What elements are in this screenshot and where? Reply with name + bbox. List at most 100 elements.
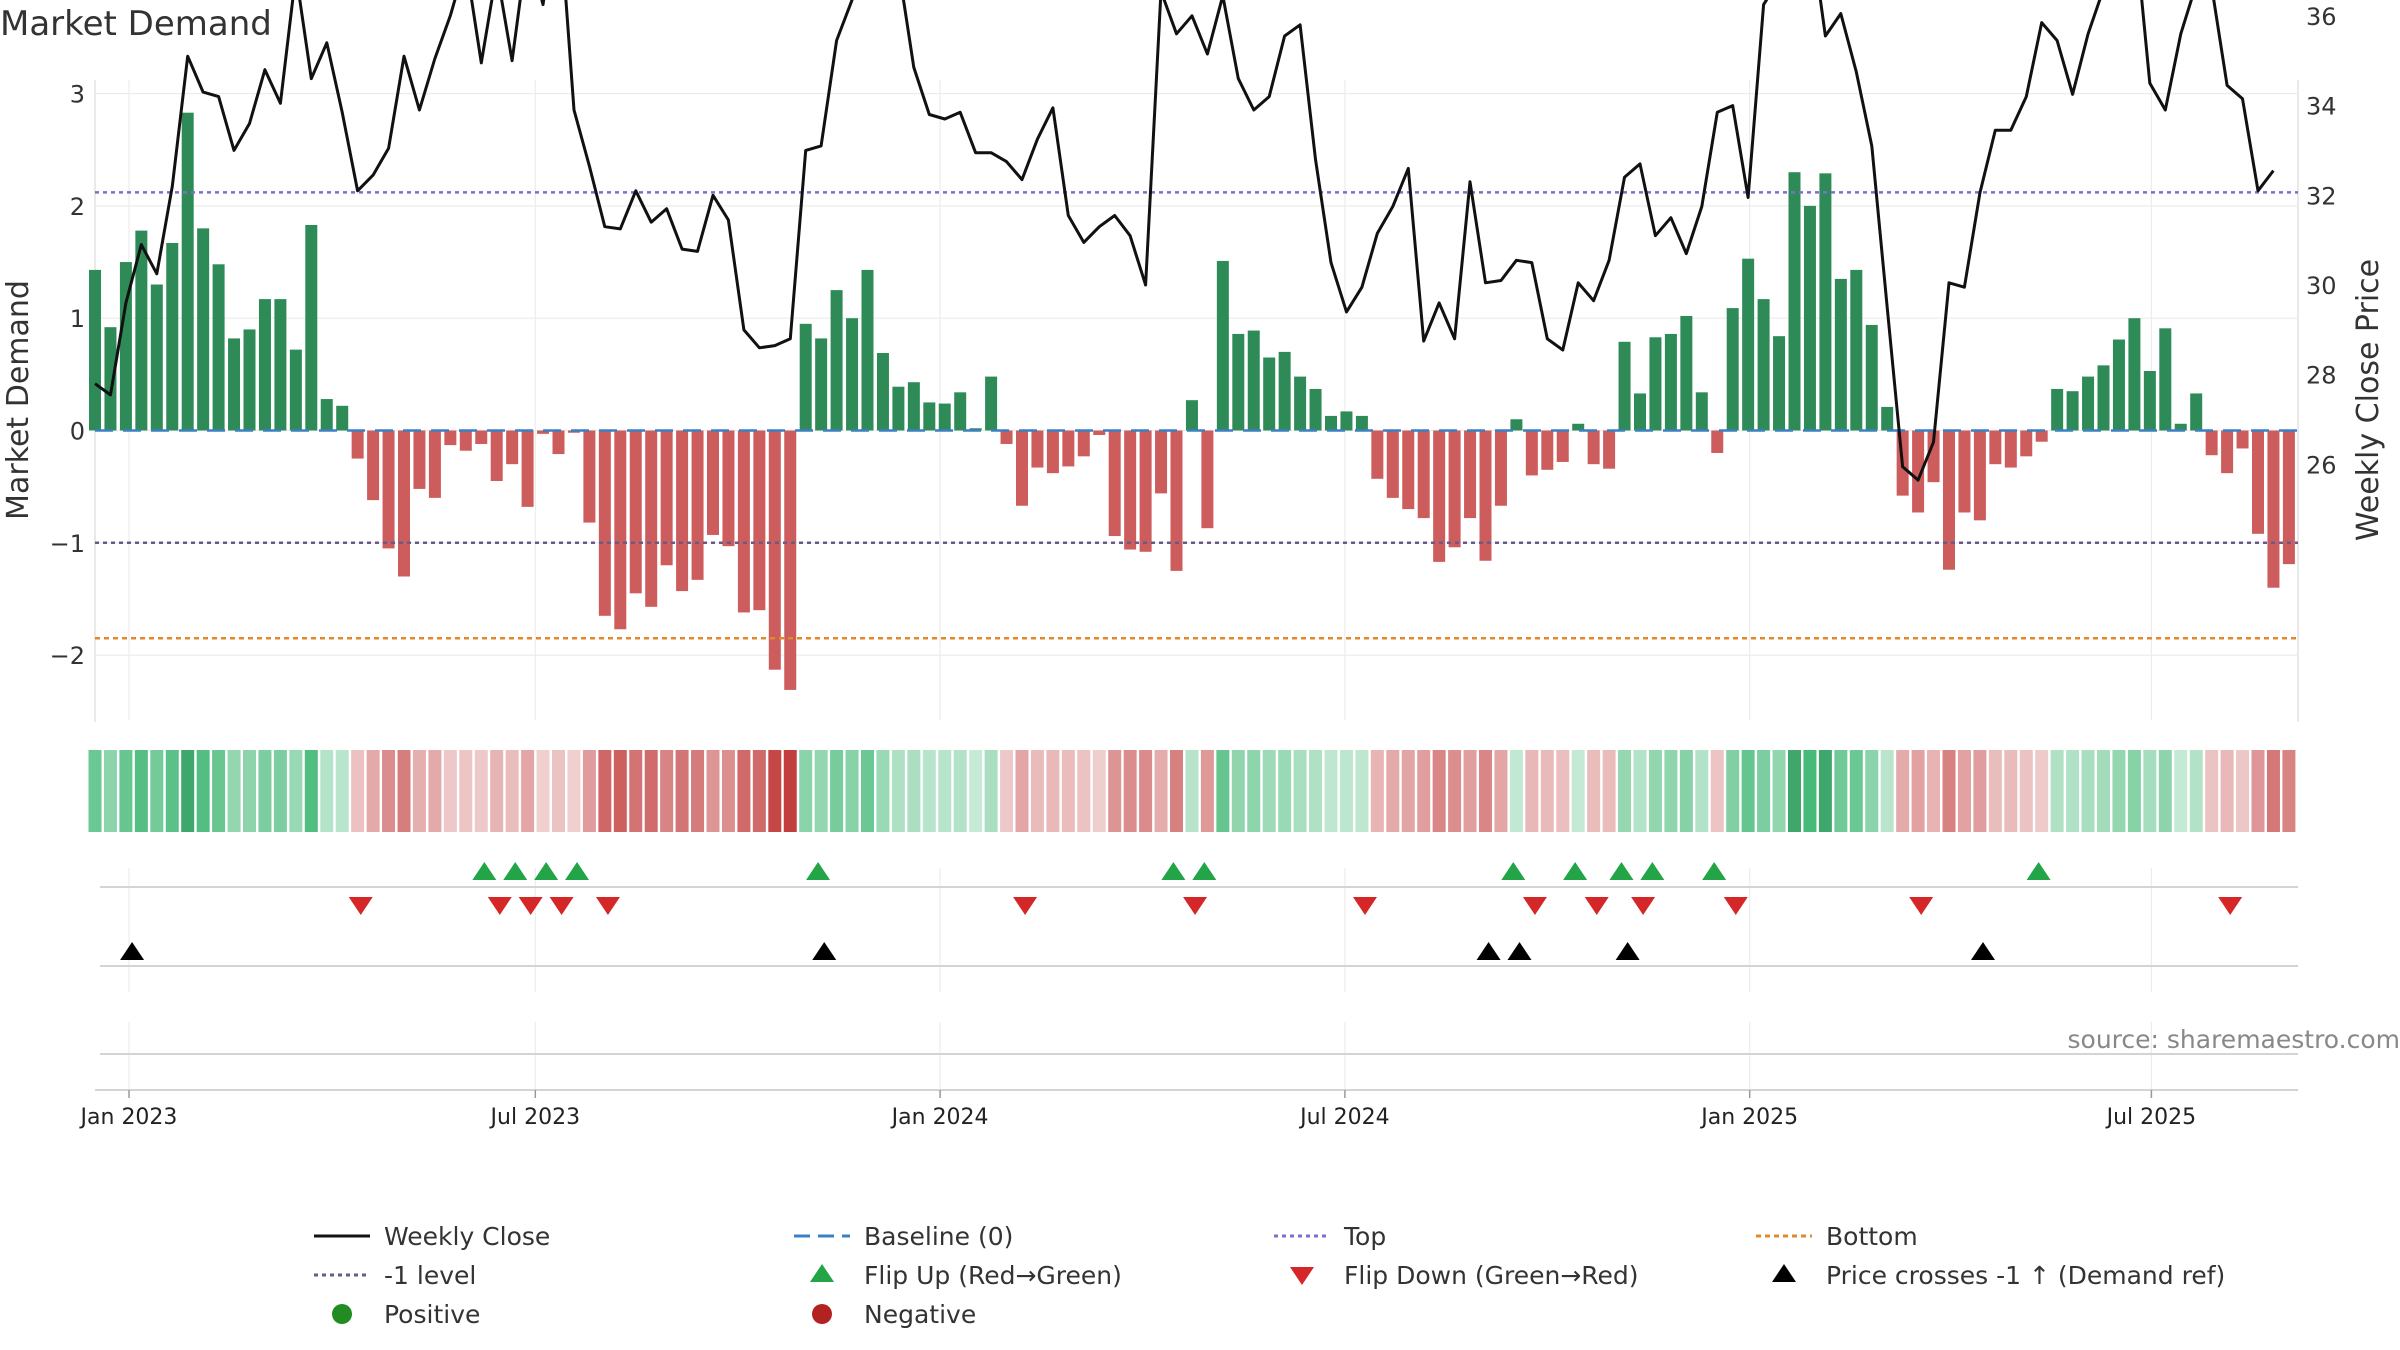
demand-bar — [459, 430, 472, 451]
demand-bar — [907, 382, 920, 431]
demand-strip-cell — [289, 750, 303, 832]
demand-bar — [1309, 388, 1322, 431]
demand-bar — [413, 430, 426, 489]
demand-bar — [212, 264, 225, 431]
demand-bar — [2112, 339, 2125, 431]
demand-strip-cell — [1849, 750, 1863, 832]
flip-down-marker — [1522, 897, 1547, 915]
demand-strip-cell — [1139, 750, 1153, 832]
demand-bar — [1634, 393, 1646, 431]
flip-up-marker — [1563, 862, 1588, 880]
left-y-tick-label: 0 — [70, 418, 85, 446]
x-tick-label: Jul 2023 — [489, 1105, 581, 1130]
demand-bar — [2205, 430, 2218, 456]
demand-strip-cell — [165, 750, 179, 832]
demand-strip-cell — [2236, 750, 2250, 832]
demand-strip-cell — [1618, 750, 1632, 832]
weekly-close-line — [94, 0, 2275, 482]
demand-strip-cell — [103, 750, 117, 832]
left-y-tick-label: −1 — [50, 530, 85, 558]
demand-bar — [1402, 430, 1415, 510]
demand-bar — [197, 228, 210, 431]
demand-strip-cell — [2035, 750, 2049, 832]
demand-bar — [1201, 430, 1214, 529]
flip-up-marker — [2026, 862, 2051, 880]
demand-strip-cell — [861, 750, 874, 832]
demand-strip-cell — [783, 750, 797, 832]
demand-strip-cell — [1911, 750, 1925, 832]
demand-strip-cell — [227, 750, 241, 832]
demand-strip-cell — [1432, 750, 1446, 832]
demand-bar — [506, 430, 519, 465]
demand-bar — [336, 405, 349, 431]
right-y-tick-label: 32 — [2306, 182, 2337, 210]
cross-up-marker — [812, 942, 837, 960]
demand-strip-cell — [1030, 750, 1044, 832]
demand-strip-cell — [1417, 750, 1431, 832]
demand-bar — [1541, 430, 1554, 470]
demand-bar — [892, 386, 905, 431]
flip-up-marker — [472, 862, 497, 880]
demand-strip-cell — [366, 750, 380, 832]
demand-strip-cell — [2081, 750, 2095, 832]
legend-cross-up-swatch — [1772, 1264, 1796, 1282]
demand-strip-cell — [1788, 750, 1801, 832]
demand-bar — [1170, 430, 1183, 571]
demand-strip-cell — [907, 750, 921, 832]
flip-up-marker — [503, 862, 528, 880]
demand-bar — [1093, 430, 1106, 435]
demand-bar — [645, 430, 658, 607]
demand-bar — [135, 230, 148, 431]
demand-bar — [1788, 172, 1801, 431]
demand-strip-cell — [1695, 750, 1709, 832]
demand-bar — [707, 430, 719, 535]
demand-bar — [537, 430, 550, 434]
demand-strip-cell — [536, 750, 550, 832]
demand-strip-cell — [768, 750, 782, 832]
demand-strip-cell — [1896, 750, 1910, 832]
legend-label-weekly-close: Weekly Close — [384, 1222, 550, 1251]
demand-bar — [2097, 365, 2110, 431]
flip-down-marker — [1723, 897, 1748, 915]
flip-up-marker — [1702, 862, 1727, 880]
demand-strip-cell — [752, 750, 766, 832]
demand-bar — [830, 290, 843, 431]
demand-bar — [382, 430, 395, 549]
demand-strip-cell — [397, 750, 411, 832]
demand-bar — [954, 392, 967, 431]
demand-bar — [2004, 430, 2017, 468]
demand-strip-cell — [1818, 750, 1832, 832]
demand-strip-cell — [1587, 750, 1601, 832]
demand-strip-cell — [258, 750, 272, 832]
demand-strip-cell — [412, 750, 426, 832]
demand-bar — [398, 430, 410, 577]
cross-up-marker — [1970, 942, 1995, 960]
demand-strip-cell — [629, 750, 643, 832]
demand-strip-cell — [1772, 750, 1786, 832]
demand-strip-cell — [1988, 750, 2002, 832]
demand-strip-cell — [2174, 750, 2188, 832]
demand-bar — [1433, 430, 1446, 562]
demand-strip-cell — [521, 750, 535, 832]
left-y-tick-label: 1 — [70, 305, 85, 333]
demand-strip-cell — [1247, 750, 1261, 832]
demand-strip-cell — [706, 750, 720, 832]
demand-strip-cell — [1757, 750, 1771, 832]
demand-strip-cell — [721, 750, 735, 832]
demand-strip-cell — [1000, 750, 1014, 832]
demand-bar — [629, 430, 642, 594]
demand-strip-cell — [1463, 750, 1477, 832]
demand-strip-cell — [1479, 750, 1492, 832]
demand-bar — [1000, 430, 1013, 444]
demand-bar — [1711, 430, 1724, 453]
demand-strip-cell — [382, 750, 396, 832]
demand-strip-cell — [1154, 750, 1168, 832]
demand-bar — [861, 269, 874, 431]
demand-strip-cell — [459, 750, 473, 832]
demand-bar — [1680, 315, 1693, 431]
demand-bar — [1726, 308, 1739, 431]
demand-strip-cell — [2050, 750, 2064, 832]
right-y-tick-label: 28 — [2306, 362, 2337, 390]
legend-flip-down-swatch — [1290, 1267, 1314, 1285]
